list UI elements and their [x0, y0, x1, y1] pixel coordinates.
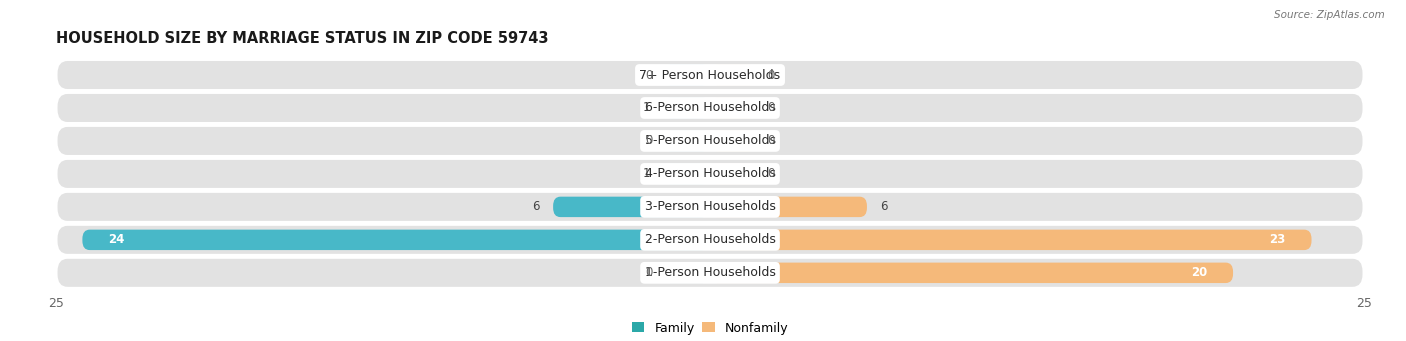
FancyBboxPatch shape	[664, 263, 710, 283]
FancyBboxPatch shape	[710, 65, 756, 85]
Text: 0: 0	[645, 69, 652, 81]
Legend: Family, Nonfamily: Family, Nonfamily	[627, 316, 793, 340]
FancyBboxPatch shape	[710, 131, 756, 151]
Text: 4-Person Households: 4-Person Households	[644, 167, 776, 180]
FancyBboxPatch shape	[710, 263, 1233, 283]
FancyBboxPatch shape	[710, 98, 756, 118]
Text: 20: 20	[1191, 266, 1206, 279]
Text: HOUSEHOLD SIZE BY MARRIAGE STATUS IN ZIP CODE 59743: HOUSEHOLD SIZE BY MARRIAGE STATUS IN ZIP…	[56, 31, 548, 46]
FancyBboxPatch shape	[58, 193, 1362, 221]
FancyBboxPatch shape	[664, 131, 710, 151]
Text: 24: 24	[108, 233, 125, 246]
FancyBboxPatch shape	[58, 160, 1362, 188]
Text: 1-Person Households: 1-Person Households	[644, 266, 776, 279]
FancyBboxPatch shape	[58, 226, 1362, 254]
Text: 2-Person Households: 2-Person Households	[644, 233, 776, 246]
Text: 6: 6	[533, 201, 540, 213]
Text: 0: 0	[645, 134, 652, 147]
Text: 0: 0	[768, 102, 775, 115]
Text: 3-Person Households: 3-Person Households	[644, 201, 776, 213]
FancyBboxPatch shape	[710, 197, 868, 217]
FancyBboxPatch shape	[664, 65, 710, 85]
Text: 6-Person Households: 6-Person Households	[644, 102, 776, 115]
FancyBboxPatch shape	[710, 229, 1312, 250]
Text: 1: 1	[643, 167, 650, 180]
Text: 7+ Person Households: 7+ Person Households	[640, 69, 780, 81]
FancyBboxPatch shape	[58, 259, 1362, 287]
FancyBboxPatch shape	[83, 229, 710, 250]
FancyBboxPatch shape	[664, 164, 710, 184]
FancyBboxPatch shape	[58, 94, 1362, 122]
Text: Source: ZipAtlas.com: Source: ZipAtlas.com	[1274, 10, 1385, 20]
Text: 0: 0	[768, 69, 775, 81]
FancyBboxPatch shape	[710, 164, 756, 184]
FancyBboxPatch shape	[664, 98, 710, 118]
Text: 0: 0	[645, 266, 652, 279]
Text: 23: 23	[1270, 233, 1285, 246]
Text: 6: 6	[880, 201, 887, 213]
FancyBboxPatch shape	[58, 61, 1362, 89]
Text: 0: 0	[768, 167, 775, 180]
Text: 5-Person Households: 5-Person Households	[644, 134, 776, 147]
Text: 1: 1	[643, 102, 650, 115]
FancyBboxPatch shape	[553, 197, 710, 217]
Text: 0: 0	[768, 134, 775, 147]
FancyBboxPatch shape	[58, 127, 1362, 155]
